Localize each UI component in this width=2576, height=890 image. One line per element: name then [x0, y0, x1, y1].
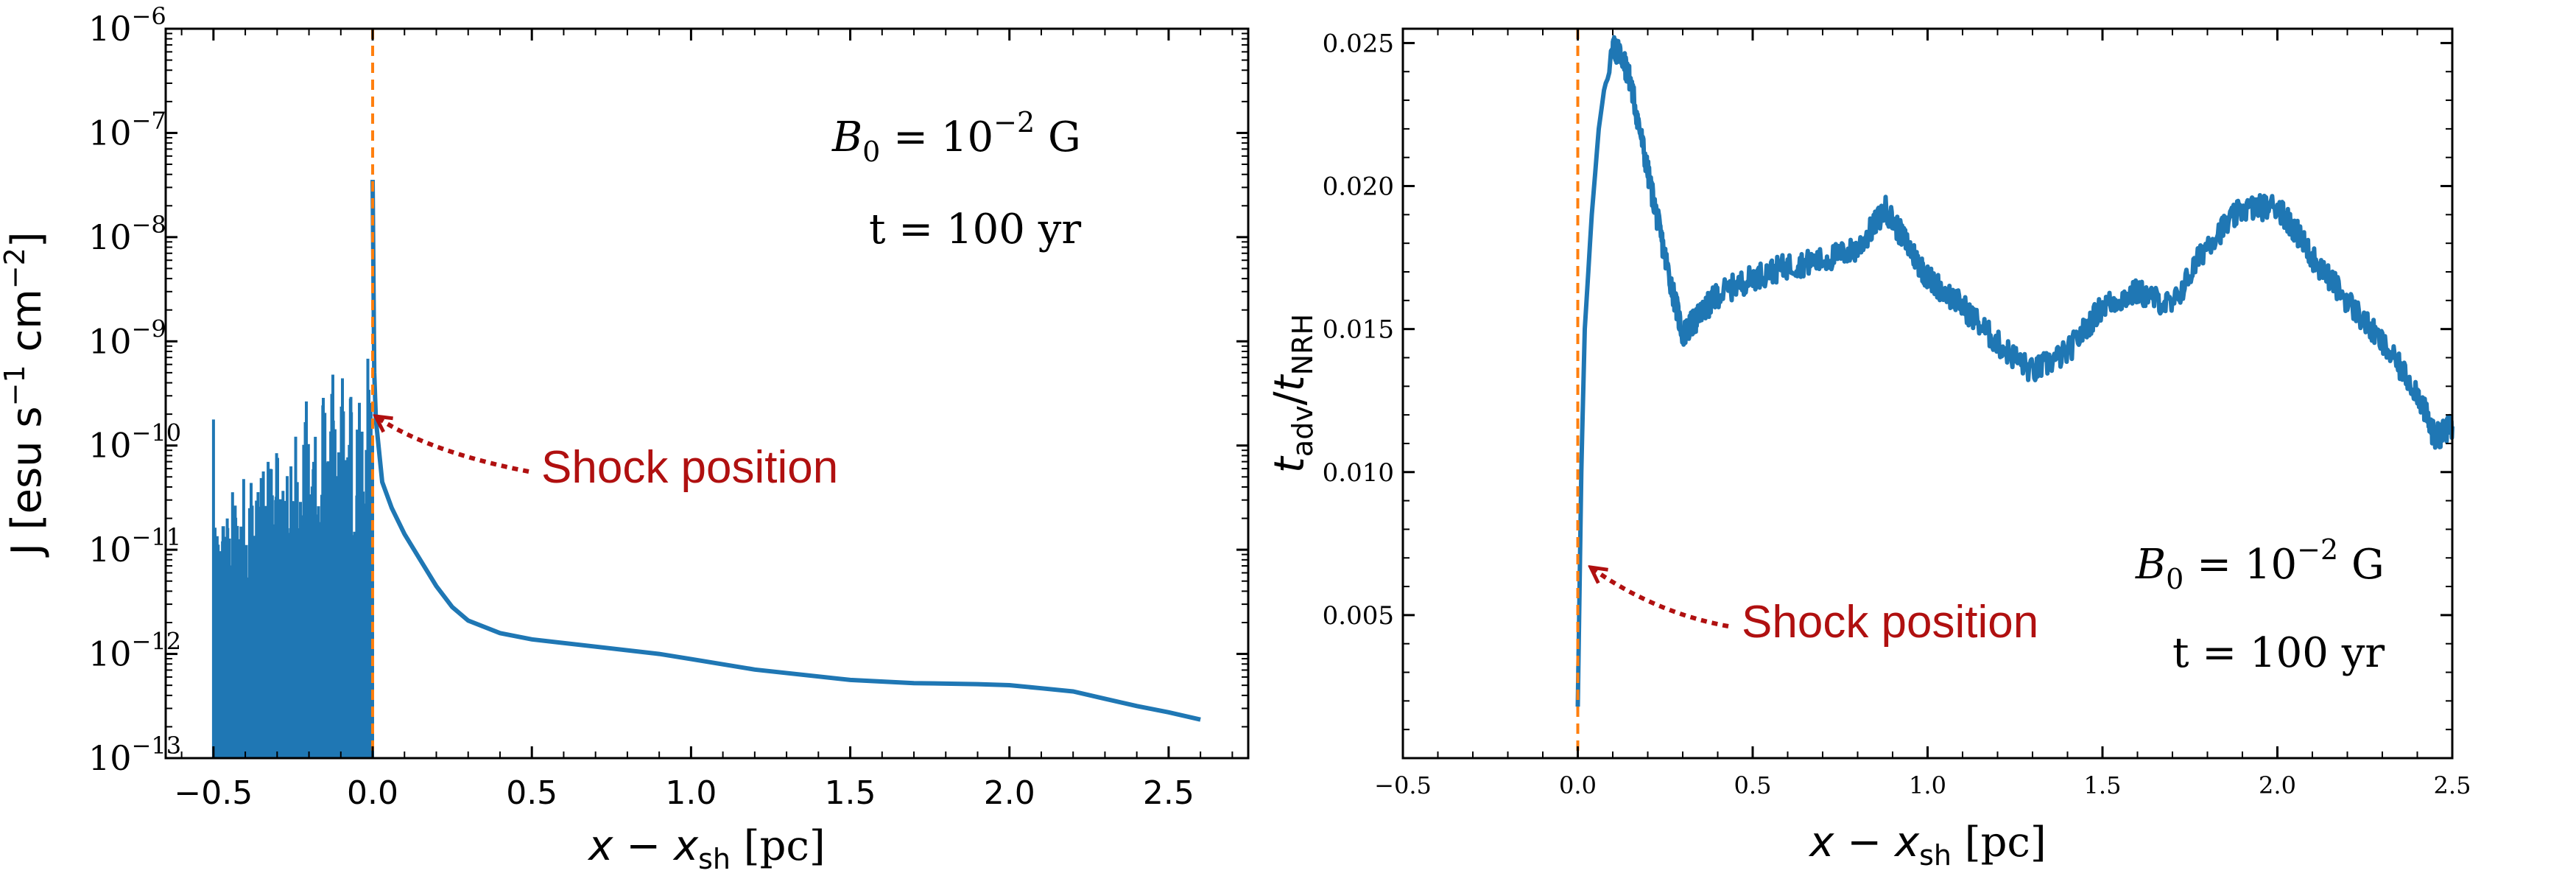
- right-x-tick-label: 0.0: [1559, 771, 1597, 799]
- left-y-tick-label: 10−10: [88, 419, 181, 466]
- left-y-axis-label: ​J [esu s−1 cm−2]: [0, 231, 51, 557]
- left-downstream-series: [370, 180, 1201, 722]
- right-x-axis-label: x − xsh [pc]: [1808, 819, 2046, 872]
- left-x-tick-label: 0.0: [347, 774, 398, 812]
- right-x-tick-label: 0.5: [1734, 771, 1772, 799]
- left-chart: −0.5 0.0 0.5 1.0 1.5 2.0 2.5 10−13 10−12 10−11 10−…: [0, 2, 1250, 875]
- left-x-tick-label: 2.5: [1143, 774, 1194, 812]
- left-x-axis-label: x − xsh [pc]: [587, 822, 825, 875]
- right-x-tick-label: 2.0: [2259, 771, 2296, 799]
- right-shock-label: Shock position: [1742, 597, 2038, 648]
- left-shock-label: Shock position: [541, 442, 838, 493]
- left-y-tick-label: 10−7: [88, 106, 166, 153]
- right-y-tick-label: 0.015: [1323, 315, 1394, 345]
- right-time-param: t = 100 yr: [2172, 629, 2385, 677]
- left-y-tick-label: 10−12: [88, 628, 181, 674]
- left-ticks: −0.5 0.0 0.5 1.0 1.5 2.0 2.5 10−13 10−12 10−11 10−…: [88, 2, 1248, 812]
- left-x-tick-label: −0.5: [174, 774, 253, 812]
- right-y-tick-label: 0.020: [1323, 172, 1394, 202]
- left-plot-area: [211, 29, 1201, 758]
- right-b0-param: B0 = 10−2 G: [2135, 533, 2385, 595]
- right-y-tick-label: 0.010: [1323, 458, 1394, 488]
- left-y-tick-label: 10−13: [88, 732, 181, 778]
- right-x-tick-label: 2.5: [2434, 771, 2471, 799]
- left-shock-arrow: [376, 416, 529, 474]
- right-x-tick-label: 1.5: [2084, 771, 2122, 799]
- left-upstream-series: [211, 358, 374, 758]
- left-b0-param: B0 = 10−2 G: [831, 106, 1081, 168]
- right-y-axis-label: tadv/tNRH: [1266, 314, 1319, 473]
- right-x-tick-label: −0.5: [1374, 771, 1432, 799]
- left-x-tick-label: 0.5: [506, 774, 557, 812]
- left-y-tick-label: 10−11: [88, 523, 181, 570]
- right-x-tick-label: 1.0: [1909, 771, 1946, 799]
- right-ratio-series: [1575, 35, 2454, 707]
- left-time-param: t = 100 yr: [869, 206, 1081, 253]
- left-axes-frame: [164, 27, 1250, 760]
- right-y-tick-label: 0.005: [1323, 601, 1394, 631]
- right-y-tick-label: 0.025: [1323, 29, 1394, 58]
- left-x-tick-label: 1.0: [665, 774, 717, 812]
- left-y-tick-label: 10−9: [88, 315, 166, 361]
- left-y-tick-label: 10−8: [88, 211, 166, 257]
- right-plot-area: [1575, 29, 2454, 758]
- left-y-tick-label: 10−6: [88, 2, 166, 49]
- left-x-tick-label: 2.0: [984, 774, 1035, 812]
- right-shock-arrow: [1591, 567, 1729, 628]
- left-x-tick-label: 1.5: [825, 774, 876, 812]
- right-chart: −0.5 0.0 0.5 1.0 1.5 2.0 2.5 0.005 0.010 0.015 0.0…: [1266, 27, 2471, 872]
- right-ticks: −0.5 0.0 0.5 1.0 1.5 2.0 2.5 0.005 0.010 0.015 0.0…: [1323, 29, 2471, 799]
